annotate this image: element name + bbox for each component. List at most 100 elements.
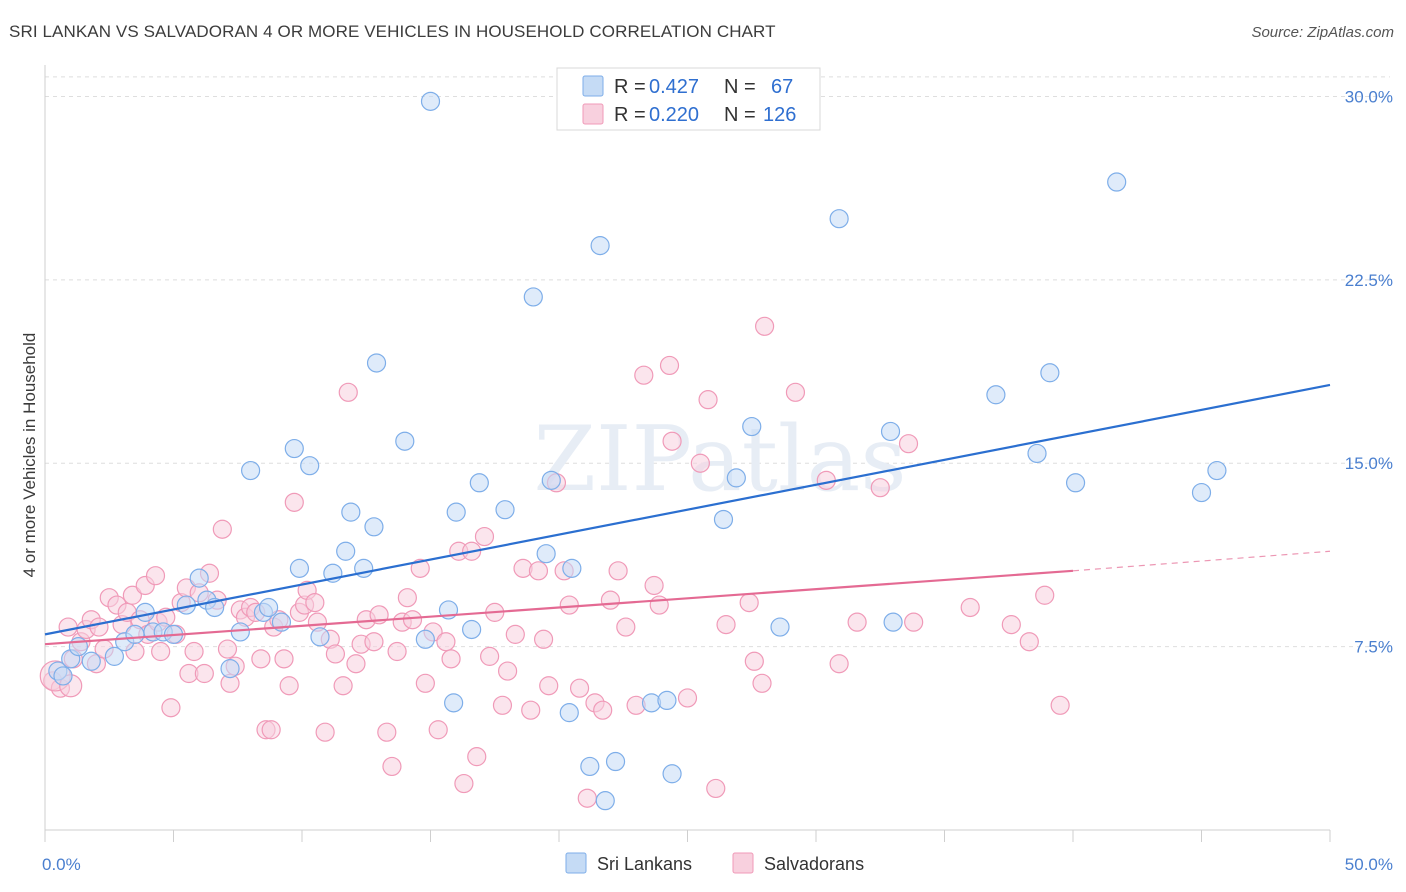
- salvadorans-point: [698, 390, 718, 410]
- salvadorans-point: [364, 632, 384, 652]
- sri-lankans-point: [462, 619, 482, 640]
- legend-r-label: R =: [614, 76, 646, 98]
- sri-lankans-point: [562, 558, 582, 578]
- sri-lankans-point: [770, 617, 790, 637]
- salvadorans-point: [284, 492, 304, 512]
- salvadorans-point: [1001, 615, 1021, 635]
- salvadorans-point: [492, 695, 513, 715]
- sri-lankans-point: [880, 421, 901, 442]
- sri-lankans-point: [241, 460, 261, 481]
- sri-lankans-point: [883, 612, 903, 632]
- salvadorans-point: [89, 617, 109, 637]
- sri-lankans-point: [1065, 473, 1086, 493]
- watermark: ZIPatlas: [533, 407, 906, 512]
- sri-lankans-point: [1107, 172, 1127, 192]
- salvadorans-point: [122, 585, 142, 605]
- salvadorans-point: [559, 595, 579, 615]
- sri-lankans-point: [742, 416, 762, 437]
- salvadorans-point: [528, 561, 549, 581]
- sri-lankans-point: [395, 431, 415, 451]
- salvadorans-point: [480, 646, 500, 666]
- salvadorans-point: [539, 676, 559, 696]
- sri-lankans-point: [495, 500, 515, 520]
- salvadorans-point: [305, 592, 325, 613]
- salvadorans-point: [634, 365, 654, 385]
- sri-lankans-point: [1191, 482, 1212, 503]
- salvadorans-point: [505, 624, 525, 644]
- salvadorans-point: [829, 654, 849, 674]
- legend-n-value: 126: [763, 104, 796, 126]
- y-tick-labels: 7.5% 15.0% 22.5% 30.0%: [1345, 87, 1393, 656]
- legend-n-label: N =: [724, 76, 756, 98]
- legend-n-label: N =: [724, 104, 756, 126]
- salvadorans-point: [217, 639, 238, 659]
- salvadorans-point: [754, 316, 775, 336]
- salvadorans-points: [39, 316, 1070, 808]
- trend-lines: [44, 383, 1331, 646]
- salvadorans-point: [706, 778, 726, 799]
- salvadorans-point: [847, 612, 867, 632]
- y-tick-label: 7.5%: [1354, 638, 1393, 657]
- salvadorans-trend-line: [44, 569, 1074, 646]
- sri-lankans-point: [300, 456, 320, 476]
- salvadorans-point: [521, 700, 541, 720]
- salvadorans-point: [744, 651, 764, 671]
- sri-lankans-point: [420, 91, 441, 111]
- sri-lankans-point: [469, 473, 489, 493]
- x-tick-labels: 0.0% 50.0%: [42, 855, 1393, 874]
- salvadorans-point: [274, 649, 294, 669]
- salvadorans-point: [333, 676, 353, 696]
- sri-lankans-point: [341, 502, 361, 522]
- salvadorans-point: [677, 688, 698, 708]
- salvadorans-trend-extension: [1072, 550, 1331, 572]
- salvadorans-point: [428, 720, 448, 740]
- gridlines: [45, 76, 1390, 648]
- sri-lankans-point: [559, 703, 579, 723]
- sri-lankans-point: [590, 236, 610, 256]
- salvadorans-point: [569, 678, 590, 698]
- y-tick-label: 15.0%: [1345, 454, 1393, 473]
- salvadorans-point: [659, 355, 680, 376]
- salvadorans-point: [870, 478, 890, 498]
- axes: [44, 65, 1331, 842]
- sri-lankans-point: [662, 764, 682, 784]
- sri-lankans-point: [446, 502, 466, 522]
- source-credit: Source: ZipAtlas.com: [1251, 24, 1394, 41]
- series-legend: Sri Lankans Salvadorans: [565, 852, 864, 874]
- salvadorans-point: [346, 654, 366, 674]
- salvadorans-point: [577, 788, 597, 808]
- sri-lankans-point: [605, 751, 626, 772]
- salvadorans-point: [212, 519, 232, 539]
- legend-n-value: 67: [771, 76, 793, 98]
- salvadorans-point: [662, 431, 682, 451]
- sri-lankans-point: [444, 693, 464, 713]
- sri-lankans-point: [220, 659, 240, 679]
- sri-lankans-point: [366, 353, 387, 373]
- salvadorans-point: [251, 649, 271, 669]
- sri-lankans-point: [258, 597, 279, 618]
- salvadorans-point: [649, 595, 669, 615]
- sri-lankans-point: [595, 791, 615, 811]
- sri-lankans-point: [336, 541, 356, 561]
- stats-legend: R = 0.427 N = 67 R = 0.220 N = 126: [556, 67, 821, 131]
- sri-lankans-point: [523, 287, 543, 307]
- sri-lankans-point: [189, 568, 209, 588]
- sri-lankans-point: [713, 509, 734, 530]
- salvadorans-point: [382, 756, 402, 777]
- sri-lankans-point: [310, 627, 330, 647]
- x-tick-label: 0.0%: [42, 855, 81, 874]
- sri-lankans-point: [1027, 443, 1047, 464]
- salvadorans-point: [402, 610, 423, 630]
- salvadorans-point: [315, 722, 335, 742]
- sri-lankans-point: [986, 385, 1006, 405]
- legend-r-value: 0.427: [649, 76, 699, 98]
- salvadorans-point: [441, 649, 461, 669]
- salvadorans-point: [816, 470, 836, 490]
- sri-lankans-point: [364, 517, 384, 537]
- sri-lankans-point: [580, 756, 600, 777]
- sri-lankans-point: [230, 622, 250, 642]
- salvadorans-point: [533, 629, 554, 649]
- salvadorans-point: [960, 597, 980, 618]
- salvadorans-point: [261, 720, 281, 740]
